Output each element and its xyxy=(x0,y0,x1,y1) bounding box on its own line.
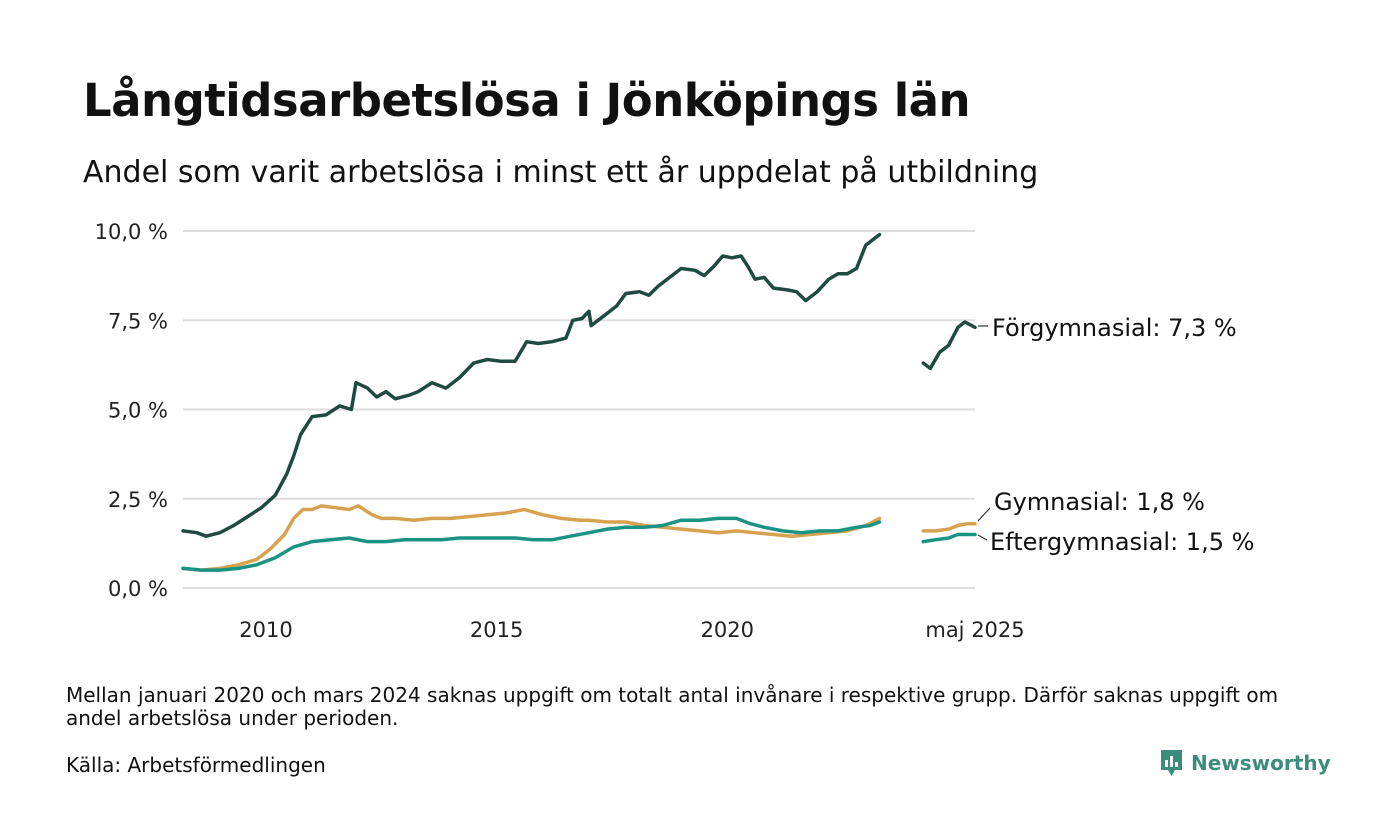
newsworthy-logo-icon xyxy=(1161,750,1182,776)
x-tick-label: 2015 xyxy=(470,618,523,642)
series-lines xyxy=(181,232,977,572)
chart-subtitle: Andel som varit arbetslösa i minst ett å… xyxy=(83,155,1039,190)
x-axis-tick-labels: 2010 2015 2020 maj 2025 xyxy=(239,618,1024,642)
line-chart: 0,0 % 2,5 % 5,0 % 7,5 % 10,0 % 2010 2015 2020 m… xyxy=(95,220,1255,642)
label-leader-line xyxy=(977,534,988,541)
y-tick-label: 7,5 % xyxy=(108,309,168,333)
x-tick-label: 2020 xyxy=(701,618,754,642)
footnote: Mellan januari 2020 och mars 2024 saknas… xyxy=(66,683,1279,730)
brand-logo: Newsworthy xyxy=(1159,748,1331,778)
series-line-forgymnasial xyxy=(921,320,977,371)
y-tick-label: 10,0 % xyxy=(95,220,168,244)
series-line-gymnasial xyxy=(181,504,882,572)
x-tick-label: 2010 xyxy=(239,618,292,642)
source-text: Källa: Arbetsförmedlingen xyxy=(66,753,326,777)
series-end-label-eftergymnasial: Eftergymnasial: 1,5 % xyxy=(990,528,1254,556)
y-axis-tick-labels: 0,0 % 2,5 % 5,0 % 7,5 % 10,0 % xyxy=(95,220,168,601)
series-end-labels: Förgymnasial: 7,3 % Gymnasial: 1,8 % Efter… xyxy=(977,314,1254,556)
brand-name: Newsworthy xyxy=(1191,751,1331,775)
y-tick-label: 2,5 % xyxy=(108,488,168,512)
series-line-eftergymnasial xyxy=(181,516,882,572)
series-end-label-forgymnasial: Förgymnasial: 7,3 % xyxy=(992,314,1237,342)
label-leader-line xyxy=(977,507,991,522)
series-line-forgymnasial xyxy=(181,232,882,538)
y-tick-label: 5,0 % xyxy=(108,399,168,423)
series-line-eftergymnasial xyxy=(921,532,977,544)
series-end-label-gymnasial: Gymnasial: 1,8 % xyxy=(994,488,1205,516)
grid-lines xyxy=(183,230,975,589)
x-tick-label: maj 2025 xyxy=(925,618,1024,642)
chart-title: Långtidsarbetslösa i Jönköpings län xyxy=(83,74,971,127)
series-line-gymnasial xyxy=(921,521,977,533)
y-tick-label: 0,0 % xyxy=(108,577,168,601)
